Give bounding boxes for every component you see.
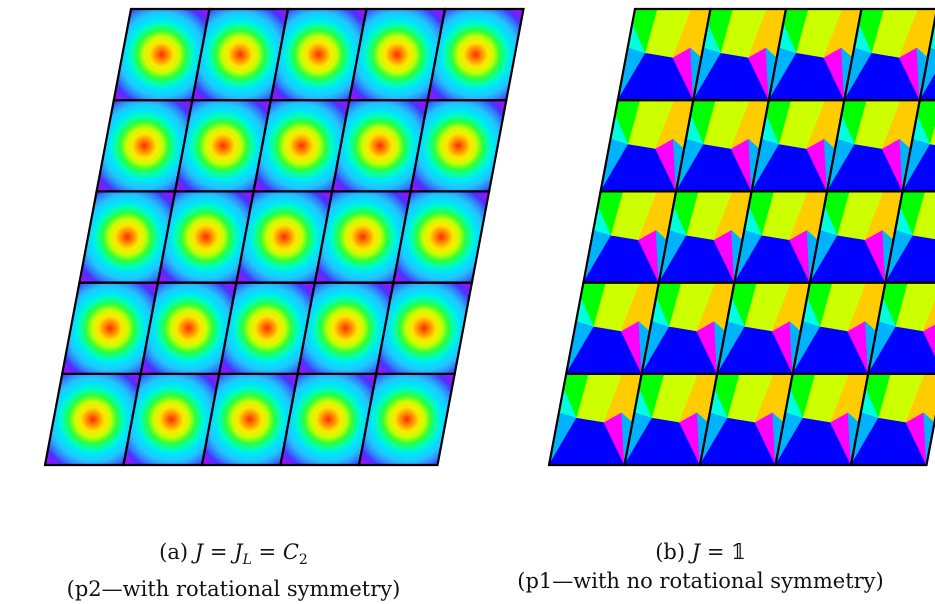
lattice-cell bbox=[616, 7, 712, 102]
color-sector bbox=[902, 143, 935, 192]
caption-a-sub-base: J bbox=[234, 540, 243, 564]
caption-a: (a) J = JL = C2 (p2—with rotational symm… bbox=[0, 538, 467, 604]
lattice-cell bbox=[547, 372, 644, 467]
lattice-cell bbox=[918, 13, 935, 102]
caption-b-symbol: J bbox=[691, 540, 701, 564]
cell-border bbox=[849, 372, 935, 467]
color-sector bbox=[884, 234, 935, 283]
caption-b-formula: (b) J = 𝟙 bbox=[467, 538, 934, 567]
color-sector bbox=[905, 373, 935, 423]
lattice-cell bbox=[767, 7, 863, 102]
caption-a-group-base: C bbox=[282, 540, 299, 564]
caption-b: (b) J = 𝟙 (p1—with no rotational symmetr… bbox=[467, 538, 934, 596]
lattice-cell bbox=[808, 190, 904, 284]
color-sector bbox=[912, 191, 935, 240]
caption-a-eq: = bbox=[209, 540, 228, 564]
lattice-cell bbox=[901, 99, 935, 193]
color-sector bbox=[895, 282, 935, 332]
lattice-cell bbox=[866, 281, 935, 375]
lattice-cell bbox=[715, 281, 812, 375]
caption-b-label: (b) bbox=[655, 540, 686, 564]
lattice-cell bbox=[884, 190, 935, 284]
cell-border bbox=[918, 13, 935, 102]
caption-a-sub-index: L bbox=[242, 552, 252, 569]
lattice-cell bbox=[733, 190, 829, 284]
caption-b-subtitle: (p1—with no rotational symmetry) bbox=[517, 569, 884, 593]
cell-border bbox=[842, 7, 935, 102]
caption-a-eq2: = bbox=[258, 540, 277, 564]
caption-a-symbol: J bbox=[194, 540, 204, 564]
lattice-cell bbox=[674, 99, 771, 193]
cell-border bbox=[866, 281, 935, 375]
lattice-cell bbox=[825, 99, 922, 193]
lattice-cell bbox=[791, 281, 887, 375]
caption-a-label: (a) bbox=[159, 540, 189, 564]
color-sector bbox=[922, 299, 935, 332]
caption-a-subtitle: (p2—with rotational symmetry) bbox=[66, 577, 401, 602]
cell-border bbox=[426, 7, 525, 102]
lattice-cell bbox=[849, 372, 935, 467]
caption-a-formula: (a) J = JL = C2 bbox=[0, 538, 467, 575]
caption-b-identity: 𝟙 bbox=[731, 540, 746, 564]
caption-a-group-index: 2 bbox=[298, 552, 308, 569]
lattice-cell bbox=[750, 99, 846, 193]
lattice-a bbox=[43, 7, 525, 467]
lattice-b bbox=[547, 7, 935, 467]
lattice-cell bbox=[564, 281, 661, 375]
color-sector bbox=[930, 126, 935, 146]
lattice-cell bbox=[842, 7, 935, 102]
cell-border bbox=[901, 99, 935, 193]
color-sector bbox=[919, 73, 935, 101]
cell-border bbox=[884, 190, 935, 284]
caption-b-eq: = bbox=[706, 540, 725, 564]
